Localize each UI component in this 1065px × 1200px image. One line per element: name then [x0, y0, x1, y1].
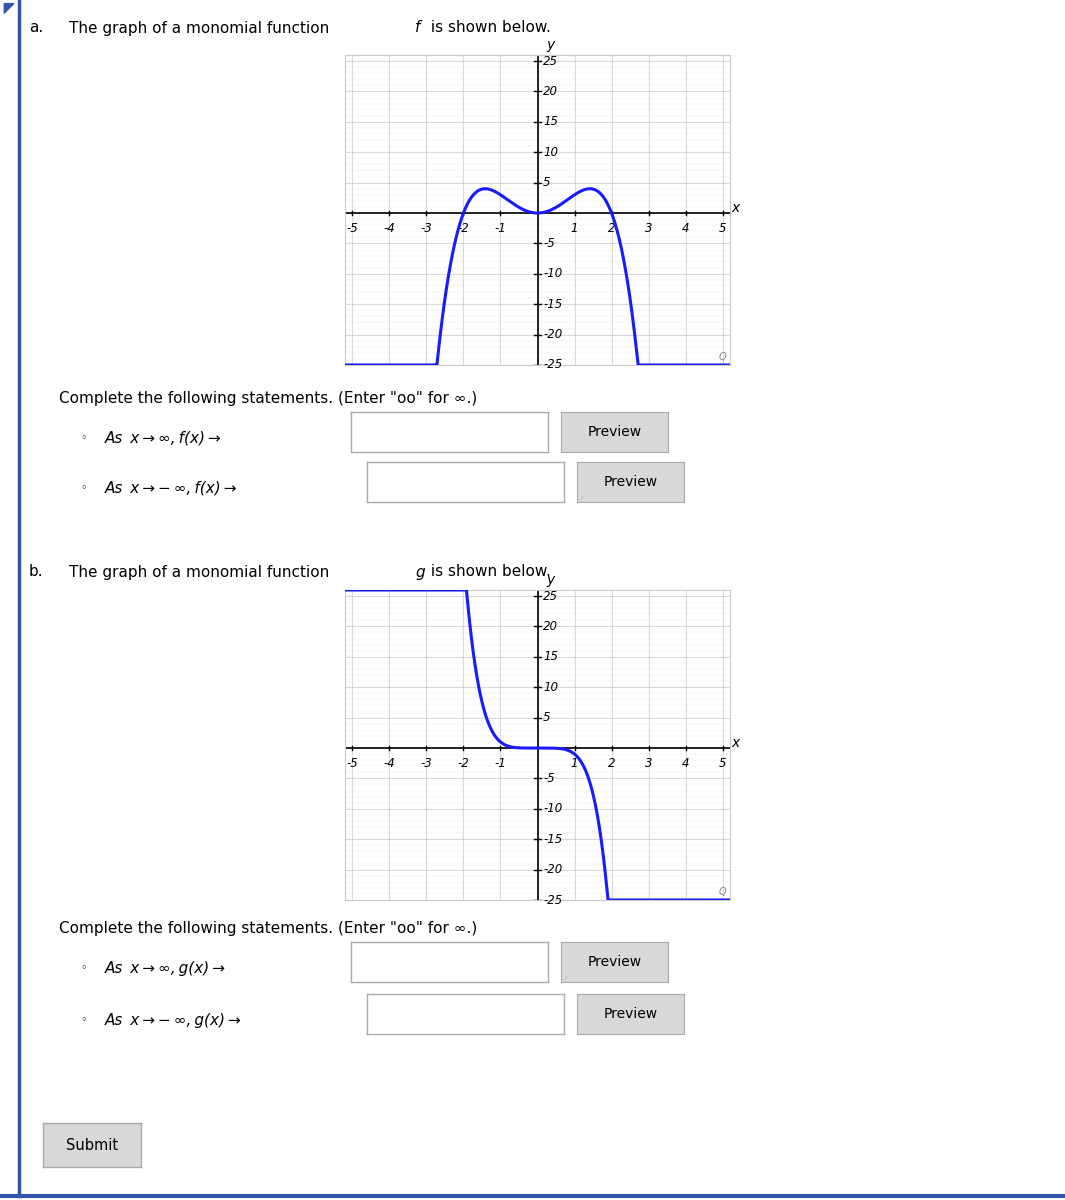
Text: -2: -2 — [458, 222, 470, 235]
Text: y: y — [546, 572, 555, 587]
Text: -3: -3 — [421, 222, 432, 235]
Text: 20: 20 — [543, 620, 558, 632]
Text: g: g — [415, 564, 425, 580]
Text: -5: -5 — [543, 236, 555, 250]
Text: -10: -10 — [543, 803, 562, 815]
Text: 1: 1 — [571, 757, 578, 770]
Text: ◦: ◦ — [80, 1015, 86, 1025]
Text: -5: -5 — [346, 222, 358, 235]
Text: x: x — [732, 736, 740, 750]
Text: Q: Q — [719, 887, 726, 896]
Text: As  x → − ∞, f(x) →: As x → − ∞, f(x) → — [104, 480, 236, 496]
Text: ◦: ◦ — [80, 484, 86, 493]
Text: 15: 15 — [543, 115, 558, 128]
Text: 10: 10 — [543, 145, 558, 158]
Text: -3: -3 — [421, 757, 432, 770]
Text: -1: -1 — [494, 757, 506, 770]
Text: Q: Q — [719, 352, 726, 362]
Text: 2: 2 — [608, 222, 616, 235]
Text: 25: 25 — [543, 54, 558, 67]
Text: 5: 5 — [543, 176, 551, 190]
Text: -15: -15 — [543, 833, 562, 846]
Text: 1: 1 — [571, 222, 578, 235]
Text: -25: -25 — [543, 359, 562, 372]
Text: a.: a. — [29, 20, 43, 36]
Text: As  x → ∞, g(x) →: As x → ∞, g(x) → — [104, 960, 226, 976]
Text: The graph of a monomial function: The graph of a monomial function — [69, 564, 334, 580]
Text: is shown below.: is shown below. — [426, 20, 551, 36]
Text: 3: 3 — [644, 757, 652, 770]
Text: -2: -2 — [458, 757, 470, 770]
Text: -20: -20 — [543, 328, 562, 341]
Text: 4: 4 — [682, 222, 689, 235]
Text: 20: 20 — [543, 85, 558, 98]
Text: 25: 25 — [543, 589, 558, 602]
Text: -5: -5 — [346, 757, 358, 770]
Text: ◦: ◦ — [80, 433, 86, 443]
Text: -25: -25 — [543, 894, 562, 906]
Text: Submit: Submit — [66, 1138, 117, 1152]
Text: Preview: Preview — [604, 475, 657, 490]
Text: Preview: Preview — [604, 1007, 657, 1021]
Text: 3: 3 — [644, 222, 652, 235]
Text: -15: -15 — [543, 298, 562, 311]
Text: As  x → ∞, f(x) →: As x → ∞, f(x) → — [104, 431, 222, 445]
Text: -4: -4 — [383, 757, 395, 770]
Text: Preview: Preview — [588, 425, 641, 439]
Text: 15: 15 — [543, 650, 558, 664]
Text: -10: -10 — [543, 268, 562, 281]
Text: is shown below.: is shown below. — [426, 564, 551, 580]
Text: Preview: Preview — [588, 955, 641, 970]
Text: 5: 5 — [543, 712, 551, 724]
Text: Complete the following statements. (Enter "oo" for ∞.): Complete the following statements. (Ente… — [59, 390, 477, 406]
Text: -5: -5 — [543, 772, 555, 785]
Text: -4: -4 — [383, 222, 395, 235]
Text: 10: 10 — [543, 680, 558, 694]
Text: 5: 5 — [719, 222, 726, 235]
Text: x: x — [732, 202, 740, 215]
Text: b.: b. — [29, 564, 44, 580]
Text: 4: 4 — [682, 757, 689, 770]
Text: 2: 2 — [608, 757, 616, 770]
Text: The graph of a monomial function: The graph of a monomial function — [69, 20, 334, 36]
Text: 5: 5 — [719, 757, 726, 770]
Text: f: f — [415, 20, 421, 36]
Text: y: y — [546, 38, 555, 52]
Text: ◦: ◦ — [80, 962, 86, 973]
Text: As  x → − ∞, g(x) →: As x → − ∞, g(x) → — [104, 1013, 241, 1027]
Text: -1: -1 — [494, 222, 506, 235]
Text: -20: -20 — [543, 863, 562, 876]
Text: Complete the following statements. (Enter "oo" for ∞.): Complete the following statements. (Ente… — [59, 920, 477, 936]
